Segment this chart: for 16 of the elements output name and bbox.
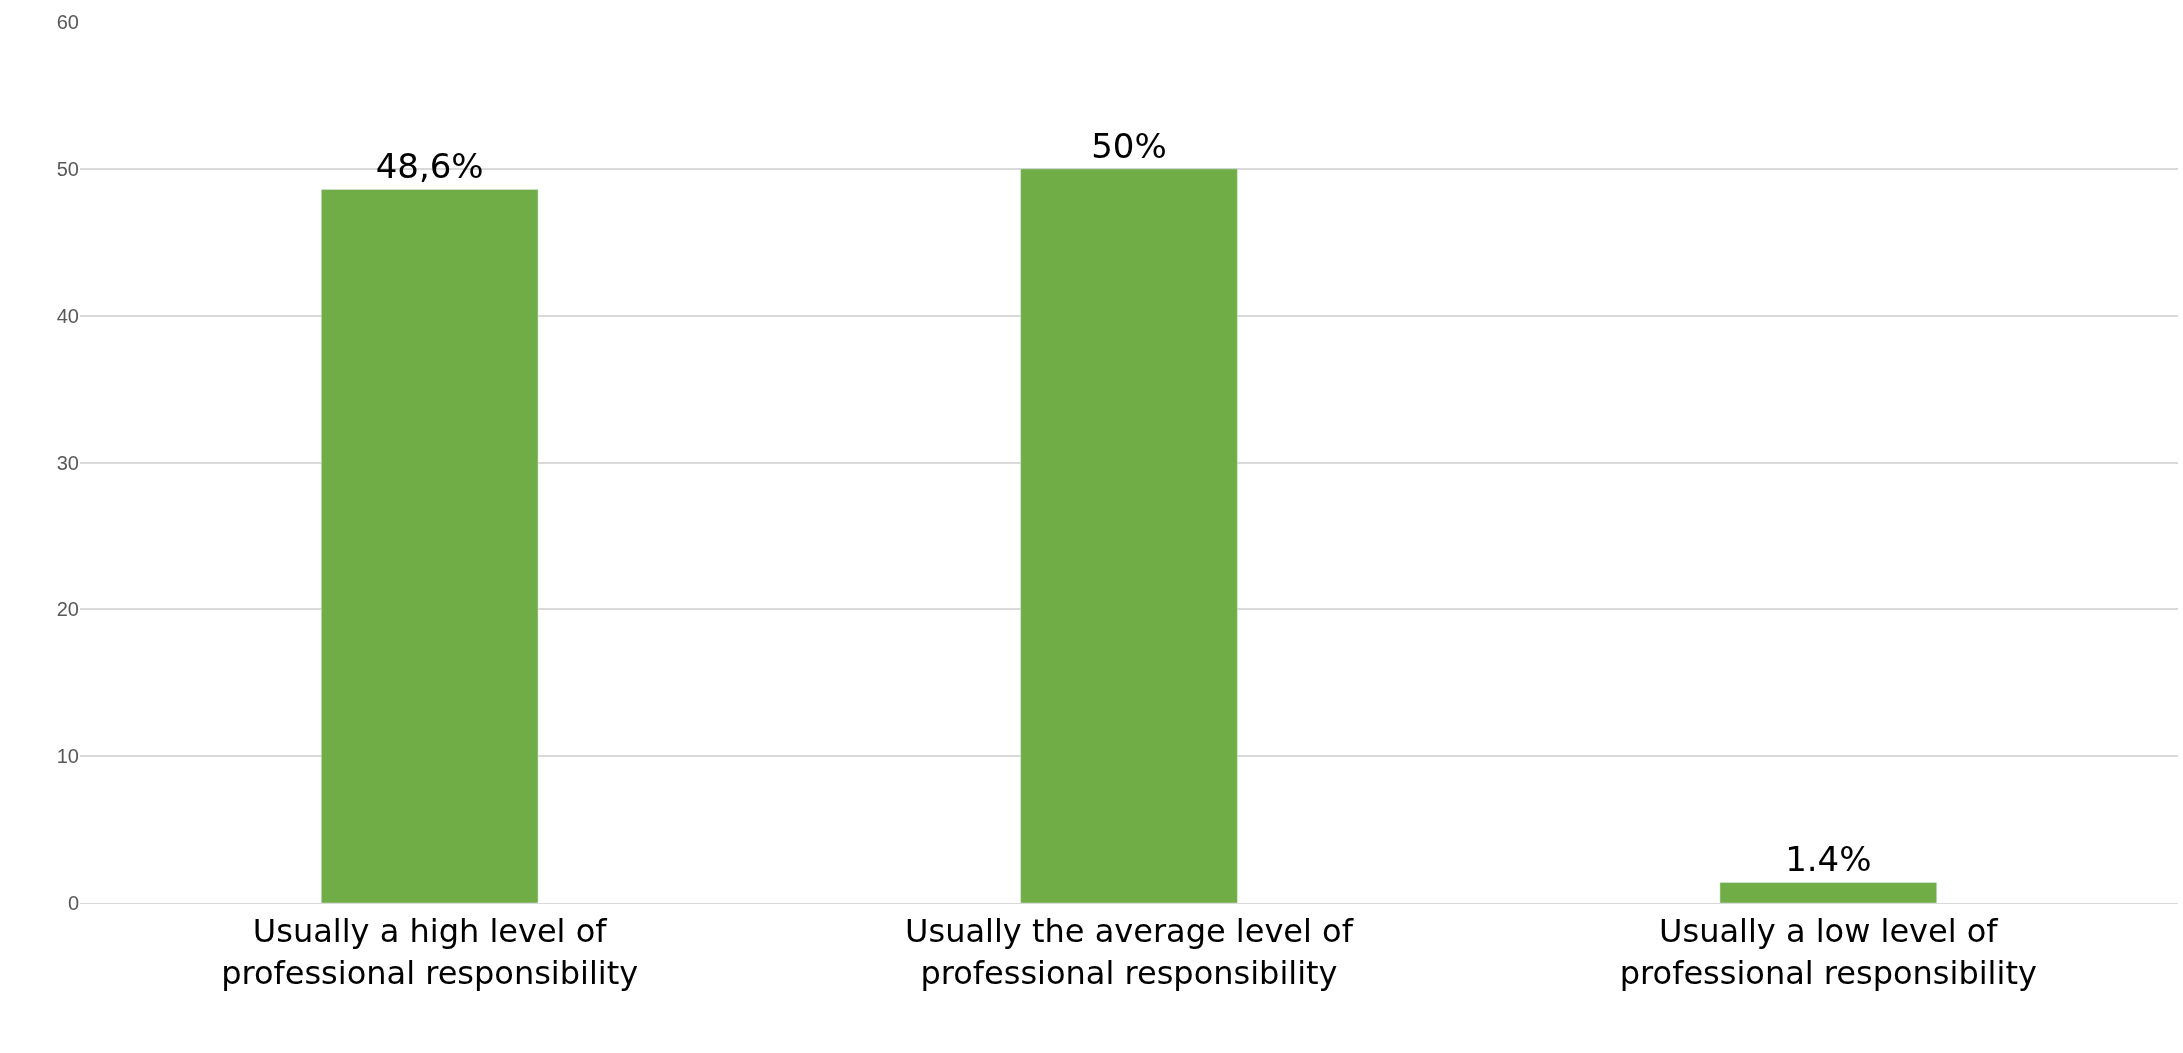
y-tick-label: 20: [56, 598, 79, 621]
data-label: 48,6%: [375, 146, 484, 187]
y-tick-label: 40: [56, 304, 79, 327]
y-tick-label: 50: [56, 157, 79, 180]
x-tick-label: Usually a high level of professional responsibility: [221, 912, 639, 992]
x-tick-label: Usually a low level of professional responsibility: [1619, 912, 2037, 992]
y-tick-label: 60: [56, 11, 79, 33]
y-tick-label: 0: [67, 892, 79, 914]
bar: [1020, 168, 1238, 903]
x-tick-label: Usually the average level of professional responsibility: [905, 912, 1354, 992]
y-tick-label: 30: [56, 451, 79, 474]
bar: [321, 189, 539, 903]
bar: [1719, 882, 1937, 903]
data-label: 1.4%: [1785, 839, 1872, 880]
y-tick-label: 10: [56, 745, 79, 768]
data-label: 50%: [1091, 125, 1167, 166]
